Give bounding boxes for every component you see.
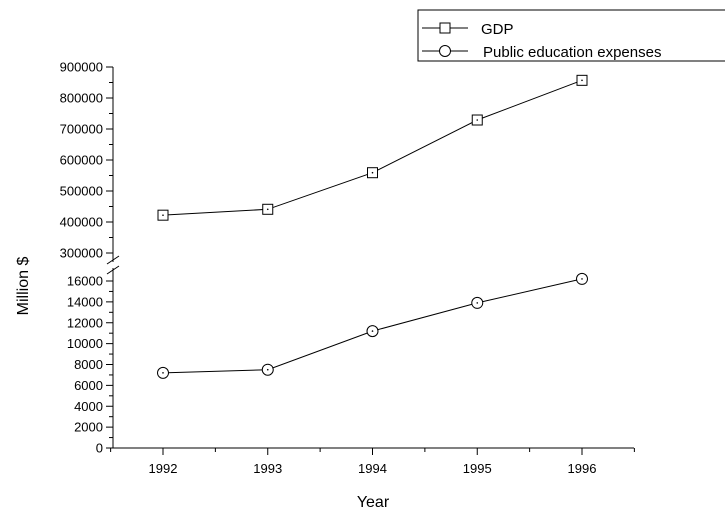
y-lower-tick-label: 0 bbox=[96, 441, 103, 456]
y-axis-title: Million $ bbox=[15, 257, 32, 316]
y-lower-tick-label: 8000 bbox=[74, 357, 103, 372]
point-center-dot bbox=[371, 171, 374, 174]
y-lower-tick-label: 12000 bbox=[67, 315, 103, 330]
point-center-dot bbox=[371, 330, 374, 332]
series-line-gdp bbox=[162, 79, 583, 216]
y-upper-tick-label: 400000 bbox=[60, 215, 103, 230]
y-upper-tick-label: 700000 bbox=[60, 122, 103, 137]
y-lower-tick-label: 10000 bbox=[67, 336, 103, 351]
x-tick-label: 1992 bbox=[149, 461, 178, 476]
y-upper-tick-label: 600000 bbox=[60, 153, 103, 168]
y-lower-tick-label: 6000 bbox=[74, 378, 103, 393]
x-tick-label: 1994 bbox=[358, 461, 387, 476]
legend-education-circle-marker bbox=[439, 45, 451, 57]
y-upper-tick-label: 800000 bbox=[60, 91, 103, 106]
legend: GDP Public education expenses bbox=[417, 9, 725, 62]
point-center-dot bbox=[266, 208, 269, 211]
x-tick-label: 1996 bbox=[568, 461, 597, 476]
y-lower-tick-label: 14000 bbox=[67, 294, 103, 309]
point-center-dot bbox=[266, 368, 269, 371]
point-center-dot bbox=[581, 278, 583, 280]
y-lower-tick-label: 2000 bbox=[74, 420, 103, 435]
y-axis-break-mark-upper bbox=[106, 255, 120, 265]
axes: 300000 400000 500000 600000 700000 800000 9000… bbox=[60, 60, 635, 476]
y-upper-tick-label: 500000 bbox=[60, 184, 103, 199]
x-axis-title: Year bbox=[357, 494, 390, 510]
y-lower-tick-label: 4000 bbox=[74, 399, 103, 414]
point-center-dot bbox=[476, 302, 479, 304]
x-tick-label: 1995 bbox=[463, 461, 492, 476]
legend-label-education: Public education expenses bbox=[483, 44, 661, 61]
y-upper-tick-label: 300000 bbox=[60, 246, 103, 261]
y-upper-tick-label: 900000 bbox=[60, 60, 103, 75]
point-center-dot bbox=[162, 214, 164, 216]
legend-label-gdp: GDP bbox=[481, 21, 514, 38]
x-tick-label: 1993 bbox=[253, 461, 282, 476]
legend-gdp-square-marker bbox=[439, 22, 451, 34]
y-axis-break-mark-lower bbox=[106, 265, 120, 275]
series-layer bbox=[157, 74, 588, 379]
point-center-dot bbox=[581, 79, 583, 82]
legend-box bbox=[417, 9, 725, 62]
point-center-dot bbox=[162, 372, 164, 374]
point-center-dot bbox=[476, 119, 479, 121]
y-lower-tick-label: 16000 bbox=[67, 274, 103, 289]
